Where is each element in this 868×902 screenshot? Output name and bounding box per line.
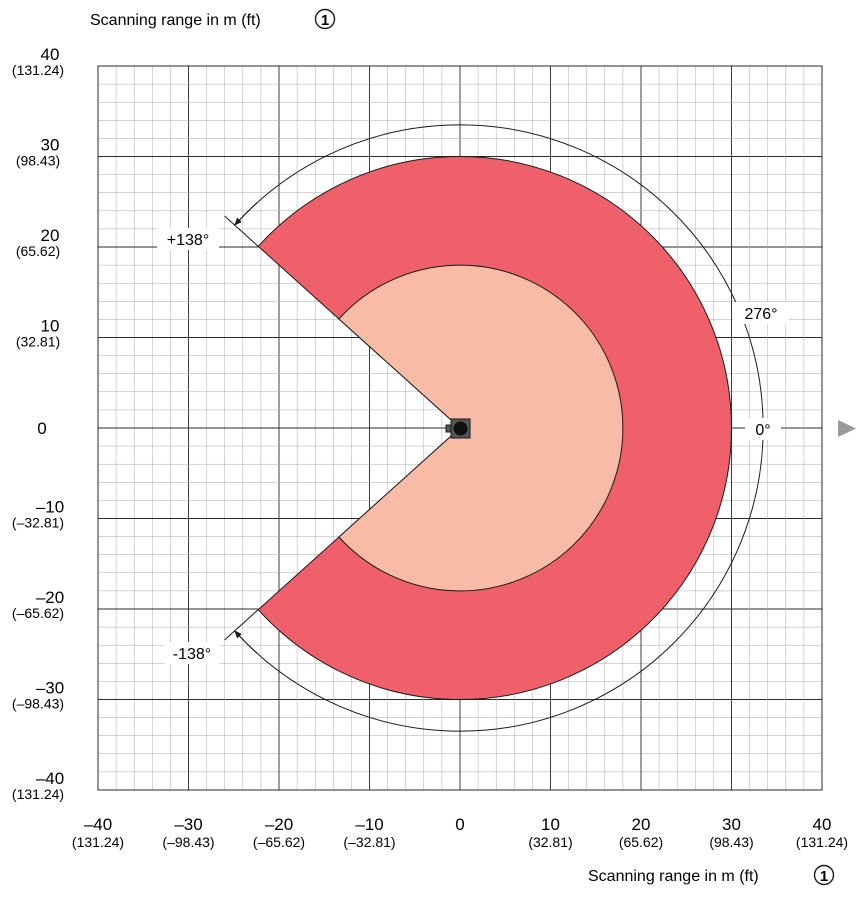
y-tick-label: 40(131.24): [12, 45, 64, 78]
y-tick-value: 10: [41, 317, 60, 336]
x-tick-value: 40: [813, 815, 832, 834]
x-tick-value: 10: [541, 815, 560, 834]
sensor-icon: [445, 418, 471, 439]
x-tick-label: 0: [455, 815, 464, 834]
x-tick-value: –40: [84, 815, 112, 834]
y-tick-sub: (98.43): [16, 153, 60, 169]
x-tick-sub: (98.43): [709, 834, 753, 850]
x-tick-value: 0: [455, 815, 464, 834]
y-tick-sub: (–32.81): [12, 515, 64, 531]
x-tick-sub: (–98.43): [162, 834, 214, 850]
svg-text:276°: 276°: [744, 306, 777, 323]
zero-direction-icon: [838, 420, 856, 437]
angle-label-lower: -138°: [165, 642, 219, 664]
x-tick-sub: (32.81): [528, 834, 572, 850]
angle-label-upper: +138°: [157, 228, 219, 250]
x-tick-sub: (131.24): [72, 834, 124, 850]
y-tick-value: 0: [37, 419, 46, 438]
callout-number-bottom: 1: [820, 868, 828, 885]
x-tick-label: 20(65.62): [619, 815, 663, 850]
arrow-lower: [234, 630, 258, 654]
svg-text:+138°: +138°: [167, 232, 209, 249]
x-tick-value: 20: [632, 815, 651, 834]
y-tick-label: 0: [37, 419, 46, 438]
y-tick-sub: (32.81): [16, 334, 60, 350]
x-tick-value: –20: [265, 815, 293, 834]
x-tick-value: –10: [355, 815, 383, 834]
y-tick-label: –10(–32.81): [12, 498, 64, 531]
angle-label-zero: 0°: [745, 418, 781, 440]
axis-title-top: Scanning range in m (ft): [90, 12, 261, 29]
y-tick-value: –30: [36, 679, 64, 698]
callout-number-top: 1: [321, 12, 329, 29]
callout-circle-bottom: [813, 864, 835, 886]
leader-lower: [224, 609, 259, 641]
y-tick-label: –20(–65.62): [12, 588, 64, 621]
axis-title-bottom: Scanning range in m (ft): [588, 868, 759, 885]
x-tick-labels: –40(131.24)–30(–98.43)–20(–65.62)–10(–32…: [72, 815, 848, 850]
y-tick-sub: (65.62): [16, 243, 60, 259]
x-tick-label: –30(–98.43): [162, 815, 214, 850]
y-tick-label: 10(32.81): [16, 317, 60, 350]
y-tick-label: 30(98.43): [16, 136, 60, 169]
inner-scan-sector: [338, 264, 624, 592]
y-tick-sub: (131.24): [12, 786, 64, 802]
y-tick-value: 30: [41, 136, 60, 155]
x-tick-sub: (65.62): [619, 834, 663, 850]
y-tick-label: –40(131.24): [12, 769, 64, 802]
x-tick-label: 10(32.81): [528, 815, 572, 850]
y-tick-value: –40: [36, 769, 64, 788]
y-tick-sub: (–98.43): [12, 696, 64, 712]
y-tick-label: 20(65.62): [16, 226, 60, 259]
svg-text:-138°: -138°: [173, 646, 211, 663]
y-tick-value: 40: [41, 45, 60, 64]
svg-text:0°: 0°: [755, 422, 770, 439]
arrow-upper: [234, 202, 258, 226]
x-tick-value: 30: [722, 815, 741, 834]
y-tick-value: –10: [36, 498, 64, 517]
x-tick-sub: (–65.62): [253, 834, 305, 850]
x-tick-label: 40(131.24): [796, 815, 848, 850]
angle-label-total: 276°: [733, 302, 789, 324]
leader-upper: [224, 215, 259, 247]
y-tick-value: –20: [36, 588, 64, 607]
x-tick-label: –40(131.24): [72, 815, 124, 850]
x-tick-sub: (131.24): [796, 834, 848, 850]
y-tick-labels: 40(131.24)30(98.43)20(65.62)10(32.81)0–1…: [12, 45, 64, 802]
x-tick-label: 30(98.43): [709, 815, 753, 850]
y-tick-value: 20: [41, 226, 60, 245]
y-tick-label: –30(–98.43): [12, 679, 64, 712]
x-tick-value: –30: [174, 815, 202, 834]
x-tick-label: –10(–32.81): [343, 815, 395, 850]
x-tick-sub: (–32.81): [343, 834, 395, 850]
y-tick-sub: (–65.62): [12, 605, 64, 621]
callout-circle-top: [314, 8, 336, 30]
x-tick-label: –20(–65.62): [253, 815, 305, 850]
y-tick-sub: (131.24): [12, 62, 64, 78]
